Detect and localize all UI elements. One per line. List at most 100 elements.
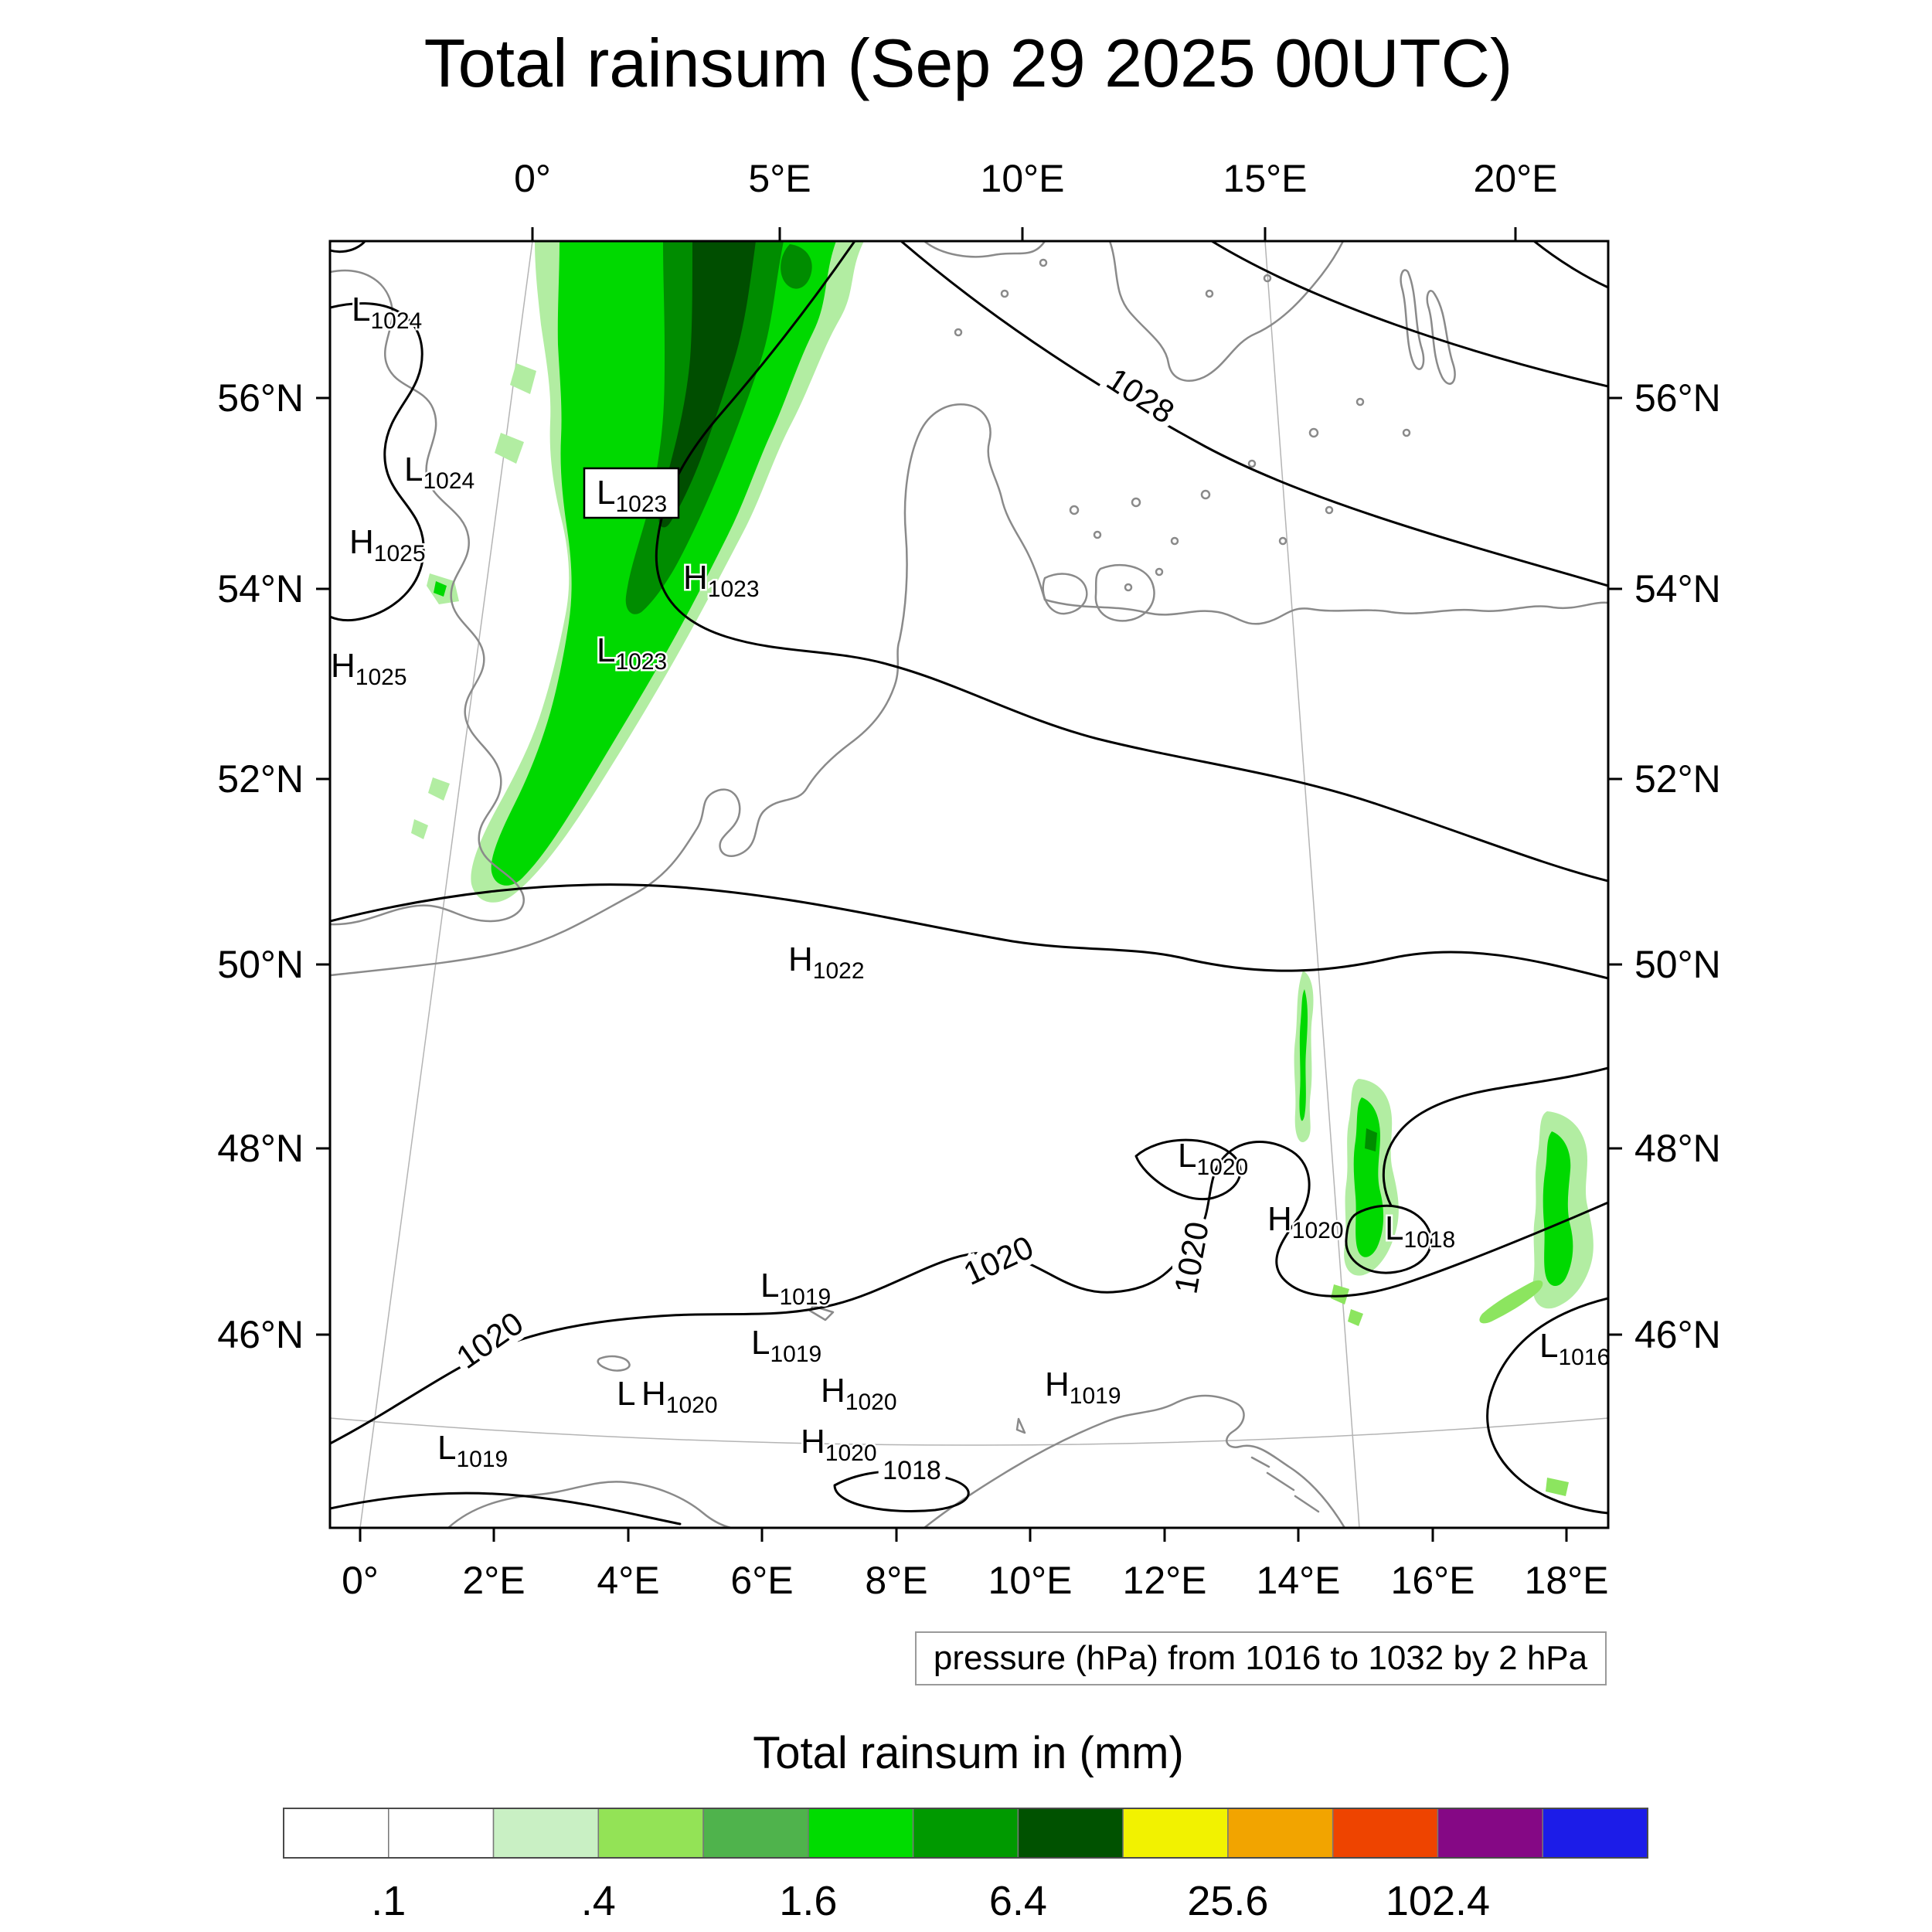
pressure-contours	[330, 241, 1608, 1526]
colorbar-cell	[808, 1808, 914, 1859]
pressure-legend: pressure (hPa) from 1016 to 1032 by 2 hP…	[915, 1631, 1607, 1685]
colorbar-outline	[283, 1808, 1648, 1859]
axis-tick-label-bottom: 14°E	[1257, 1559, 1341, 1602]
pressure-legend-text: pressure (hPa) from 1016 to 1032 by 2 hP…	[934, 1639, 1588, 1677]
rain-streak-east-bright	[1299, 989, 1308, 1121]
rain-speck-bright	[434, 581, 447, 597]
colorbar-tick-label: .4	[581, 1878, 616, 1924]
rain-band-darkest	[658, 241, 756, 528]
pressure-center-high: H1019	[1045, 1366, 1121, 1409]
axis-top: 0° 5°E 10°E 15°E 20°E	[514, 157, 1557, 241]
contour-value-label: 1020	[450, 1304, 529, 1376]
contour-value-label: 1020	[1167, 1219, 1216, 1296]
axis-right: 56°N 54°N 52°N 50°N 48°N 46°N	[1608, 376, 1721, 1356]
contour-1024-corner	[330, 241, 367, 253]
axis-tick-label-left: 46°N	[217, 1313, 304, 1356]
colorbar-cell	[702, 1808, 809, 1859]
rain-speck	[1348, 1309, 1363, 1326]
colorbar-cell	[597, 1808, 704, 1859]
pressure-center-labels: L1024 L1024 H1025 H1025 L1023 H1023 L1023 H1022…	[330, 289, 1610, 1475]
axis-tick-label-bottom: 10°E	[988, 1559, 1073, 1602]
pressure-center-high: H1020	[801, 1423, 877, 1466]
contour-1022	[330, 883, 1608, 980]
coastline-mediterranean-west	[447, 1481, 733, 1528]
colorbar-cell	[388, 1808, 495, 1859]
rain-streak-diagonal	[1479, 1280, 1543, 1324]
axis-tick-label-bottom: 16°E	[1391, 1559, 1475, 1602]
axis-tick-label-bottom: 18°E	[1525, 1559, 1609, 1602]
pressure-center-high: H1020	[821, 1372, 897, 1415]
coastline-baltic-south	[1043, 598, 1608, 625]
pressure-center-low: L1020	[1178, 1137, 1248, 1180]
colorbar-title: Total rainsum in (mm)	[753, 1728, 1184, 1778]
contour-1030	[1210, 241, 1608, 388]
contour-value-label: 1028	[1100, 361, 1181, 430]
coastline-continent-north-sea	[330, 403, 1046, 977]
rain-speck-dark	[1365, 1128, 1377, 1151]
axis-tick-label-top: 5°E	[748, 157, 811, 200]
coastline-norway-tip	[923, 241, 1046, 258]
map-frame-border	[328, 240, 1610, 1529]
pressure-center-low: L1019	[760, 1267, 831, 1310]
pressure-center-low: L1019	[437, 1429, 508, 1472]
contour-1019-southwest	[330, 1492, 682, 1526]
rain-speck	[495, 433, 524, 464]
axis-tick-label-bottom: 12°E	[1123, 1559, 1207, 1602]
contour-1018-south-loop	[833, 1470, 970, 1513]
coastline-sweden	[1108, 241, 1345, 382]
colorbar-tick-label: 25.6	[1187, 1878, 1268, 1924]
colorbar-tick-label: 102.4	[1386, 1878, 1490, 1924]
colorbar-tick-label: .1	[371, 1878, 406, 1924]
colorbar-cell	[492, 1808, 600, 1859]
contour-1028	[900, 241, 1608, 587]
axis-bottom: 0° 2°E 4°E 6°E 8°E 10°E 12°E 14°E 16°E 18°E	[342, 1528, 1608, 1602]
axis-tick-label-left: 56°N	[217, 376, 304, 420]
axis-tick-label-top: 20°E	[1474, 157, 1558, 200]
axis-tick-label-right: 54°N	[1634, 567, 1721, 611]
graticule-parallel-45n	[330, 1417, 1608, 1446]
colorbar-tick-label: 6.4	[989, 1878, 1047, 1924]
colorbar-cell	[912, 1808, 1019, 1859]
axis-tick-label-bottom: 0°	[342, 1559, 379, 1602]
axis-tick-label-left: 50°N	[217, 943, 304, 986]
axis-tick-label-bottom: 2°E	[462, 1559, 525, 1602]
coastline-britain	[330, 269, 525, 926]
coastlines	[330, 241, 1608, 1528]
axis-tick-label-left: 52°N	[217, 757, 304, 801]
colorbar-tick-label: 1.6	[779, 1878, 837, 1924]
axis-tick-label-top: 0°	[514, 157, 551, 200]
pressure-center-low: L1024	[404, 451, 474, 494]
pressure-center-high: H1020	[641, 1375, 718, 1418]
contour-value-label: 1020	[958, 1229, 1039, 1292]
colorbar-cell	[1332, 1808, 1439, 1859]
axis-tick-label-top: 15°E	[1223, 157, 1308, 200]
contour-1024-left-loop	[330, 302, 425, 622]
pressure-center-low: L1023	[597, 474, 667, 517]
colorbar-cell	[1437, 1808, 1543, 1859]
colorbar-cell	[1227, 1808, 1334, 1859]
axis-tick-label-right: 48°N	[1634, 1127, 1721, 1170]
pressure-center-low: L1018	[1385, 1209, 1455, 1253]
contour-1018-low-loop	[1345, 1204, 1433, 1274]
rain-cluster-fareast-bright	[1543, 1131, 1573, 1287]
rain-speck	[1331, 1284, 1349, 1304]
colorbar-cell	[1542, 1808, 1648, 1859]
colorbar-cell	[283, 1808, 389, 1859]
map-area: 1028 1020 1020 1020 1018 L1024 L1024 H1025 H102…	[217, 157, 1720, 1602]
coastline-gotland-island	[1426, 290, 1456, 385]
coastline-adriatic	[923, 1394, 1346, 1528]
axis-left: 56°N 54°N 52°N 50°N 48°N 46°N	[217, 376, 330, 1356]
pressure-center-high: H1025	[349, 523, 426, 566]
colorbar-cell	[1017, 1808, 1124, 1859]
axis-tick-label-right: 52°N	[1634, 757, 1721, 801]
pressure-center-low: L1024	[352, 291, 422, 334]
rain-speck	[411, 819, 428, 839]
lake-geneva	[597, 1355, 631, 1372]
axis-tick-label-top: 10°E	[981, 157, 1065, 200]
pressure-center-low: L1016	[1539, 1327, 1610, 1370]
lake-garda	[1015, 1417, 1026, 1434]
contour-1016-southeast	[1486, 1297, 1608, 1515]
pressure-center-low: L1019	[751, 1324, 821, 1367]
contour-1032	[1532, 241, 1608, 289]
